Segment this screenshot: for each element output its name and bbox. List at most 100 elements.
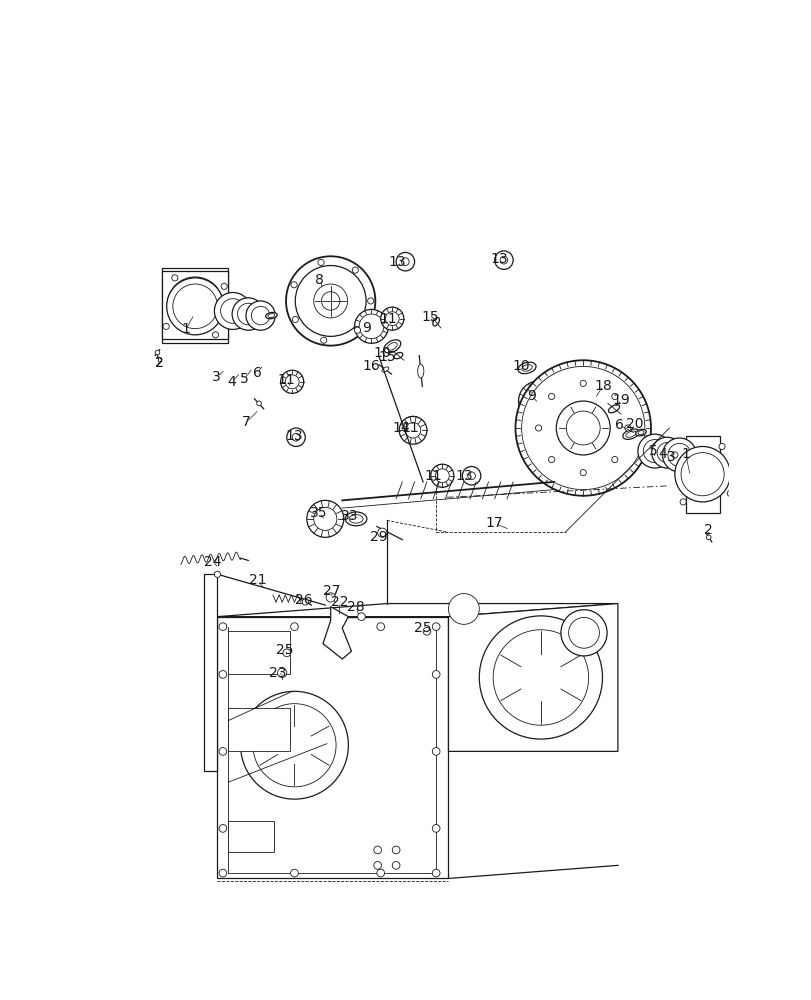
Ellipse shape — [517, 362, 535, 374]
Circle shape — [354, 327, 360, 333]
Circle shape — [166, 278, 223, 335]
Bar — [684, 436, 719, 513]
Text: 13: 13 — [490, 252, 508, 266]
Text: 19: 19 — [612, 393, 630, 407]
Circle shape — [212, 332, 218, 338]
Circle shape — [163, 323, 169, 329]
Circle shape — [431, 825, 440, 832]
Circle shape — [674, 446, 729, 502]
Circle shape — [376, 869, 384, 877]
Ellipse shape — [417, 364, 423, 378]
Circle shape — [680, 499, 685, 505]
Ellipse shape — [345, 512, 367, 526]
Polygon shape — [448, 604, 617, 751]
Bar — [162, 268, 228, 343]
Circle shape — [376, 623, 384, 631]
Circle shape — [651, 437, 682, 468]
Text: 25: 25 — [413, 621, 431, 635]
Text: 10: 10 — [373, 346, 391, 360]
Circle shape — [423, 627, 431, 635]
Text: 33: 33 — [341, 509, 358, 523]
Circle shape — [401, 416, 424, 440]
Circle shape — [461, 466, 480, 485]
Ellipse shape — [384, 340, 401, 353]
Circle shape — [167, 277, 222, 333]
Polygon shape — [162, 271, 228, 339]
Text: 10: 10 — [513, 359, 530, 373]
Text: 14: 14 — [392, 421, 409, 435]
Text: 9: 9 — [362, 321, 371, 335]
Text: 13: 13 — [388, 255, 406, 269]
Circle shape — [518, 381, 558, 421]
Text: 9: 9 — [526, 389, 535, 403]
Text: 16: 16 — [363, 359, 380, 373]
Text: 4: 4 — [227, 375, 236, 389]
Circle shape — [232, 298, 264, 330]
Circle shape — [367, 298, 373, 304]
Text: 6: 6 — [614, 418, 623, 432]
Text: 5: 5 — [648, 444, 657, 458]
Circle shape — [727, 490, 732, 497]
Circle shape — [219, 748, 226, 755]
Text: 24: 24 — [204, 555, 221, 569]
Circle shape — [548, 456, 554, 463]
Circle shape — [219, 671, 226, 678]
Circle shape — [399, 416, 427, 444]
Circle shape — [286, 428, 305, 446]
Text: 3: 3 — [212, 370, 221, 384]
Circle shape — [373, 846, 381, 854]
Text: 26: 26 — [294, 593, 312, 607]
Circle shape — [392, 862, 400, 869]
Ellipse shape — [265, 312, 277, 319]
Text: 27: 27 — [322, 584, 340, 598]
Circle shape — [282, 649, 290, 657]
Polygon shape — [204, 574, 217, 771]
Circle shape — [219, 825, 226, 832]
Ellipse shape — [381, 367, 388, 372]
Text: 11: 11 — [401, 421, 418, 435]
Circle shape — [281, 370, 303, 393]
Text: 6: 6 — [253, 366, 262, 380]
Text: 7: 7 — [242, 415, 251, 429]
Circle shape — [548, 393, 554, 400]
Circle shape — [219, 623, 226, 631]
Text: 35: 35 — [310, 506, 328, 520]
Circle shape — [377, 528, 386, 537]
Circle shape — [579, 470, 586, 476]
Circle shape — [307, 500, 343, 537]
Text: 11: 11 — [277, 373, 295, 387]
Circle shape — [277, 668, 286, 677]
Circle shape — [611, 456, 617, 463]
Circle shape — [290, 869, 298, 877]
Polygon shape — [217, 604, 617, 617]
Text: 23: 23 — [268, 666, 286, 680]
Circle shape — [155, 350, 160, 355]
Circle shape — [380, 307, 403, 330]
Text: 2: 2 — [154, 356, 163, 370]
Circle shape — [624, 425, 630, 431]
Circle shape — [494, 251, 513, 269]
Text: 15: 15 — [421, 310, 438, 324]
Circle shape — [357, 613, 365, 620]
Polygon shape — [323, 607, 351, 659]
Circle shape — [611, 393, 617, 400]
Text: 1: 1 — [182, 322, 190, 336]
Circle shape — [718, 443, 724, 450]
Bar — [228, 708, 290, 751]
Ellipse shape — [622, 429, 638, 439]
Text: 29: 29 — [370, 530, 388, 544]
Circle shape — [431, 869, 440, 877]
Circle shape — [706, 535, 710, 540]
Circle shape — [214, 571, 221, 577]
Circle shape — [318, 259, 324, 266]
Circle shape — [579, 380, 586, 386]
Text: 18: 18 — [594, 379, 611, 393]
Text: 11: 11 — [379, 312, 397, 326]
Circle shape — [534, 425, 541, 431]
Circle shape — [431, 671, 440, 678]
Ellipse shape — [607, 405, 619, 413]
Circle shape — [671, 452, 677, 458]
Circle shape — [448, 594, 478, 624]
Text: 15: 15 — [378, 350, 395, 364]
Circle shape — [431, 623, 440, 631]
